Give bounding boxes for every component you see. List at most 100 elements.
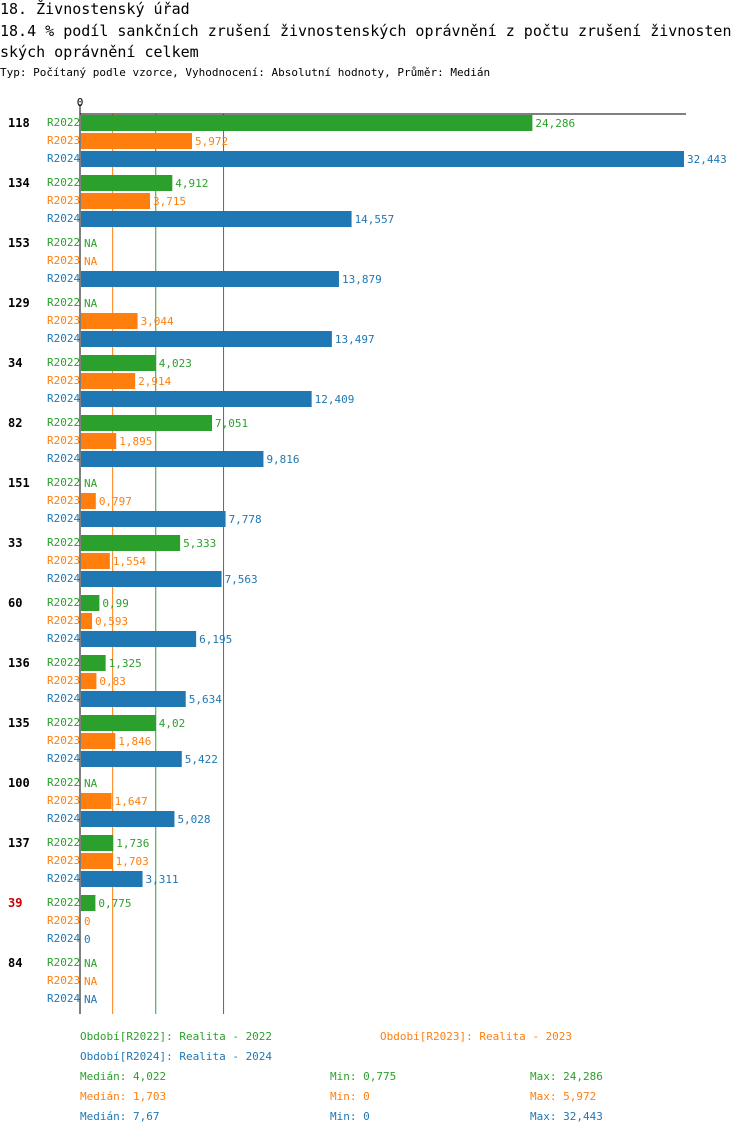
- legend-entry-r2024: Období[R2024]: Realita - 2024: [80, 1050, 273, 1063]
- data-label: 1,647: [115, 795, 148, 808]
- series-label-r2022: R2022: [47, 536, 80, 549]
- series-label-r2024: R2024: [47, 632, 80, 645]
- data-label: 0,99: [102, 597, 128, 610]
- data-label: 7,563: [225, 573, 258, 586]
- series-label-r2024: R2024: [47, 212, 80, 225]
- bar-r2023: [81, 613, 93, 629]
- data-label: 5,972: [195, 135, 228, 148]
- data-label: 24,286: [535, 117, 575, 130]
- bar-r2024: [81, 511, 226, 527]
- chart-subtitle: Typ: Počítaný podle vzorce, Vyhodnocení:…: [0, 66, 491, 79]
- data-label: 0,775: [98, 897, 131, 910]
- bar-r2022: [81, 115, 533, 131]
- data-label: 0,593: [95, 615, 128, 628]
- data-label: 1,895: [119, 435, 152, 448]
- bar-r2024: [81, 631, 197, 647]
- series-label-r2022: R2022: [47, 356, 80, 369]
- data-label: 1,846: [118, 735, 151, 748]
- series-label-r2022: R2022: [47, 596, 80, 609]
- series-label-r2022: R2022: [47, 236, 80, 249]
- stat-max-r2023: Max: 5,972: [530, 1090, 597, 1103]
- series-label-r2024: R2024: [47, 332, 80, 345]
- series-label-r2023: R2023: [47, 914, 80, 927]
- bar-r2023: [81, 493, 96, 509]
- category-label: 153: [8, 236, 30, 250]
- bar-r2023: [81, 373, 136, 389]
- series-label-r2022: R2022: [47, 836, 80, 849]
- stat-max-r2022: Max: 24,286: [530, 1070, 603, 1083]
- series-label-r2024: R2024: [47, 572, 80, 585]
- data-label: 0: [84, 915, 91, 928]
- series-label-r2022: R2022: [47, 476, 80, 489]
- series-label-r2023: R2023: [47, 494, 80, 507]
- bar-chart: 0 118 R2022 24,286 R2023 5,972 R2024 32,443 134 R…: [8, 96, 727, 1014]
- data-label: NA: [84, 777, 98, 790]
- data-label: 7,778: [229, 513, 262, 526]
- stat-min-r2024: Min: 0: [330, 1110, 370, 1123]
- bar-r2023: [81, 553, 110, 569]
- bar-r2024: [81, 691, 186, 707]
- series-label-r2023: R2023: [47, 134, 80, 147]
- category-label: 151: [8, 476, 30, 490]
- category-label: 136: [8, 656, 30, 670]
- bar-r2024: [81, 751, 182, 767]
- series-label-r2024: R2024: [47, 692, 80, 705]
- stat-max-r2024: Max: 32,443: [530, 1110, 603, 1123]
- data-label: 1,325: [109, 657, 142, 670]
- data-label: 7,051: [215, 417, 248, 430]
- page-title: 18. Živnostenský úřad: [0, 0, 190, 18]
- data-label: 9,816: [266, 453, 299, 466]
- data-label: NA: [84, 297, 98, 310]
- stat-median-r2024: Medián: 7,67: [80, 1110, 160, 1123]
- bar-r2024: [81, 811, 175, 827]
- series-label-r2023: R2023: [47, 434, 80, 447]
- stat-median-r2023: Medián: 1,703: [80, 1090, 167, 1103]
- data-label: 1,554: [113, 555, 146, 568]
- series-label-r2024: R2024: [47, 392, 80, 405]
- series-label-r2022: R2022: [47, 296, 80, 309]
- data-label: NA: [84, 237, 98, 250]
- bar-r2024: [81, 271, 339, 287]
- series-label-r2024: R2024: [47, 992, 80, 1005]
- bar-r2023: [81, 133, 192, 149]
- bar-r2022: [81, 655, 106, 671]
- bar-r2023: [81, 313, 138, 329]
- data-label: 0: [84, 933, 91, 946]
- data-label: NA: [84, 477, 98, 490]
- data-label: 5,028: [177, 813, 210, 826]
- bar-r2022: [81, 715, 156, 731]
- data-label: 0,797: [99, 495, 132, 508]
- bar-r2022: [81, 595, 100, 611]
- x-axis-zero-label: 0: [77, 96, 84, 109]
- bar-r2024: [81, 871, 143, 887]
- data-label: 13,497: [335, 333, 375, 346]
- series-label-r2023: R2023: [47, 614, 80, 627]
- category-label: 100: [8, 776, 30, 790]
- data-label: 4,02: [159, 717, 186, 730]
- series-label-r2022: R2022: [47, 416, 80, 429]
- series-label-r2024: R2024: [47, 812, 80, 825]
- bar-r2022: [81, 535, 181, 551]
- category-label: 129: [8, 296, 30, 310]
- data-label: 13,879: [342, 273, 382, 286]
- series-label-r2022: R2022: [47, 956, 80, 969]
- data-label: 3,715: [153, 195, 186, 208]
- bar-r2024: [81, 331, 332, 347]
- bar-r2022: [81, 415, 213, 431]
- bar-r2024: [81, 451, 264, 467]
- series-label-r2023: R2023: [47, 554, 80, 567]
- data-label: NA: [84, 957, 98, 970]
- series-label-r2022: R2022: [47, 176, 80, 189]
- stat-median-r2022: Medián: 4,022: [80, 1070, 167, 1083]
- category-label: 118: [8, 116, 30, 130]
- data-label: 5,333: [183, 537, 216, 550]
- data-label: 6,195: [199, 633, 232, 646]
- category-label: 34: [8, 356, 22, 370]
- category-label: 137: [8, 836, 30, 850]
- chart-title-line-1: 18.4 % podíl sankčních zrušení živnosten…: [0, 22, 732, 40]
- data-label: 3,311: [146, 873, 179, 886]
- series-label-r2024: R2024: [47, 452, 80, 465]
- series-label-r2022: R2022: [47, 896, 80, 909]
- bar-r2023: [81, 733, 116, 749]
- stat-min-r2022: Min: 0,775: [330, 1070, 397, 1083]
